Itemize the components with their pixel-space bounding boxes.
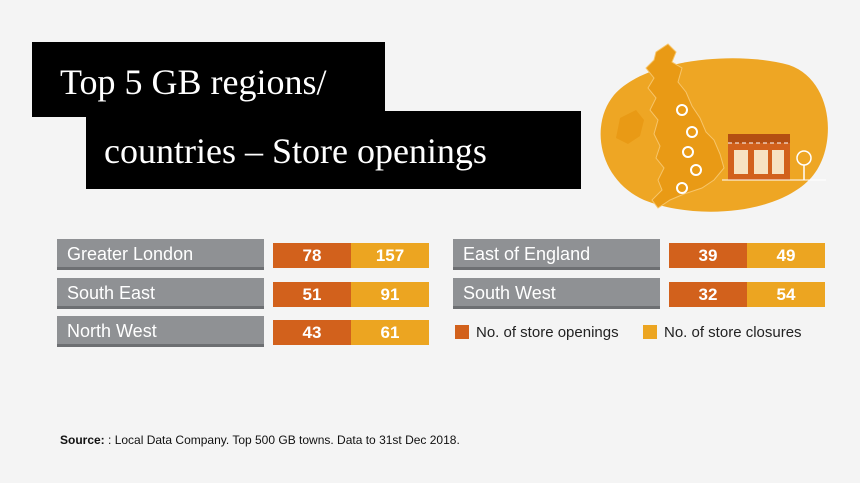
closures-value: 91 [351, 282, 429, 307]
legend-swatch-openings [455, 325, 469, 339]
chart-title-line-2: countries – Store openings [86, 111, 581, 189]
table-row: South East 51 91 [57, 278, 429, 309]
table-row: East of England 39 49 [453, 239, 825, 270]
openings-value: 43 [273, 320, 351, 345]
openings-value: 78 [273, 243, 351, 268]
table-row: North West 43 61 [57, 316, 429, 347]
ireland-shape [616, 110, 644, 144]
openings-value: 32 [669, 282, 747, 307]
region-label: South West [453, 278, 660, 309]
uk-map-shape [645, 43, 725, 209]
legend-item-openings: No. of store openings [455, 324, 619, 341]
table-row: Greater London 78 157 [57, 239, 429, 270]
region-label: North West [57, 316, 264, 347]
source-text: : Local Data Company. Top 500 GB towns. … [108, 433, 460, 447]
location-markers [676, 104, 702, 194]
chart-title-line-1: Top 5 GB regions/ [32, 42, 385, 117]
closures-value: 54 [747, 282, 825, 307]
legend-item-closures: No. of store closures [643, 324, 802, 341]
table-row: South West 32 54 [453, 278, 825, 309]
region-label: South East [57, 278, 264, 309]
region-label: East of England [453, 239, 660, 270]
tree-icon [796, 150, 812, 180]
openings-value: 51 [273, 282, 351, 307]
closures-value: 157 [351, 243, 429, 268]
storefront-icon [728, 134, 790, 180]
legend-label-closures: No. of store closures [664, 324, 802, 341]
region-label: Greater London [57, 239, 264, 270]
uk-map-and-storefront-icon [600, 43, 828, 212]
openings-value: 39 [669, 243, 747, 268]
closures-value: 61 [351, 320, 429, 345]
legend-label-openings: No. of store openings [476, 324, 619, 341]
source-note: Source: : Local Data Company. Top 500 GB… [60, 433, 460, 447]
closures-value: 49 [747, 243, 825, 268]
source-label: Source: [60, 433, 105, 447]
legend-swatch-closures [643, 325, 657, 339]
